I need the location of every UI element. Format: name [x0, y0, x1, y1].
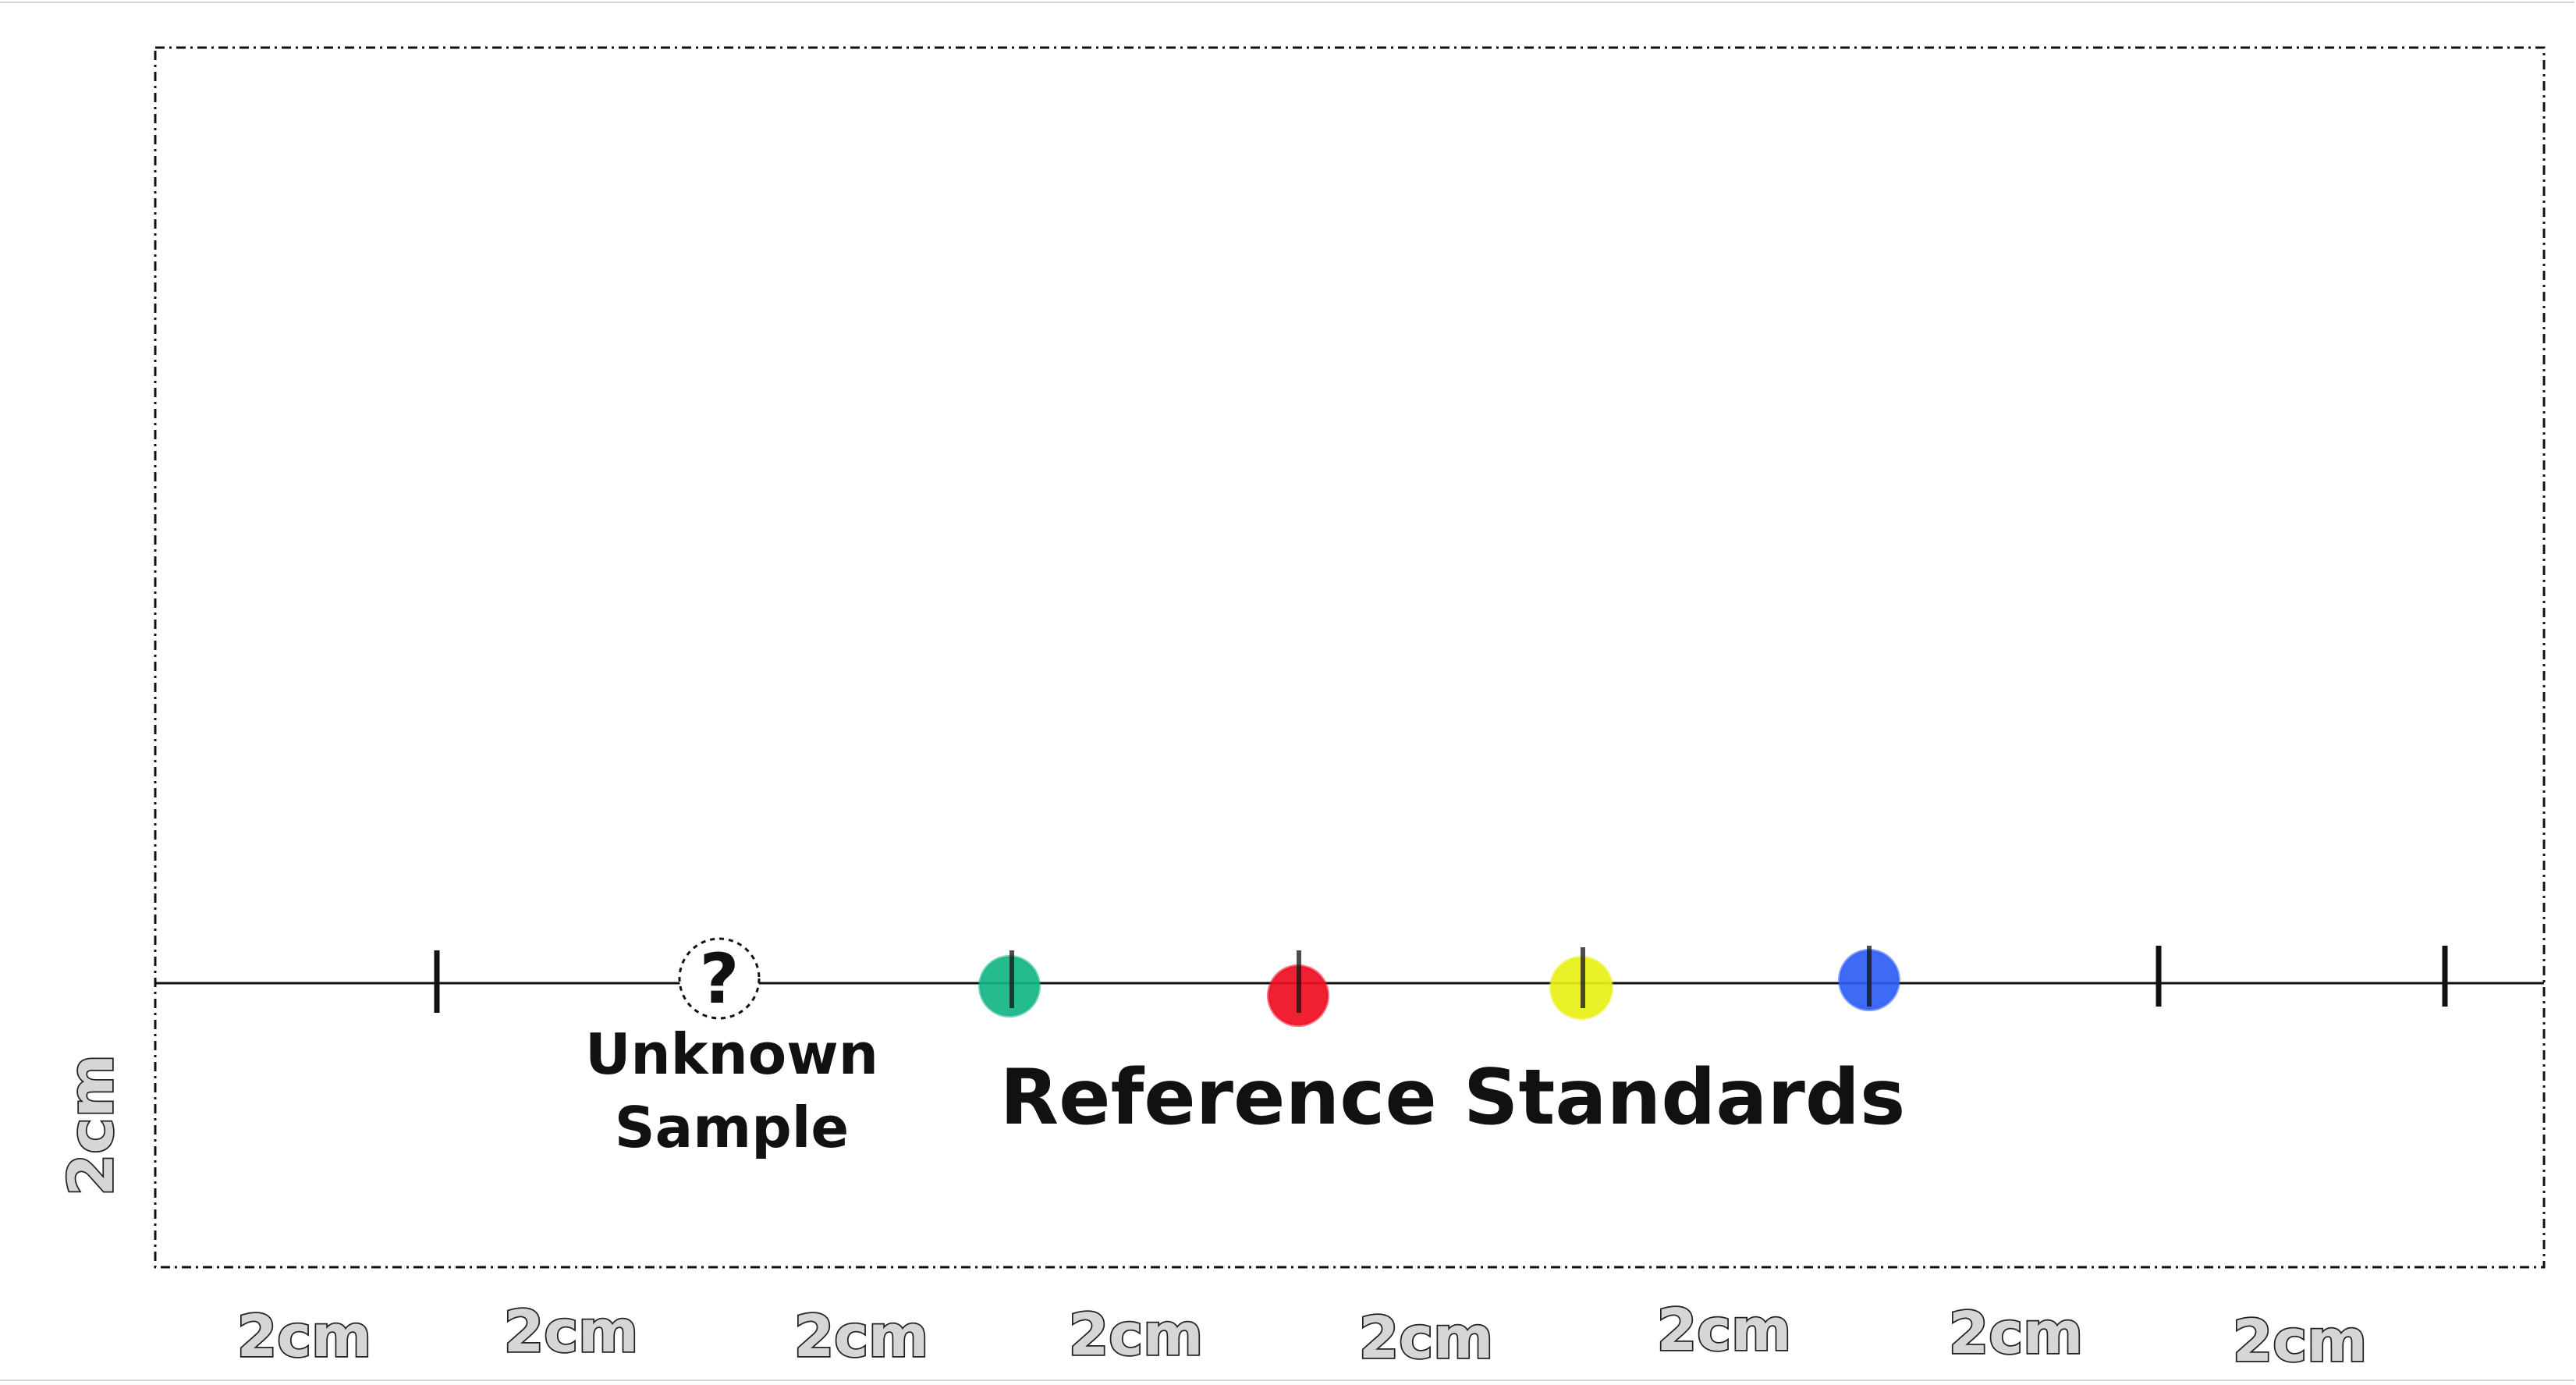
horizontal-spacing-label: 2cm: [504, 1298, 638, 1365]
unknown-sample-spot: [678, 937, 761, 1020]
reference-standards-label: Reference Standards: [1000, 1053, 1906, 1142]
horizontal-spacing-label: 2cm: [2233, 1308, 2367, 1375]
horizontal-spacing-label: 2cm: [1657, 1297, 1791, 1364]
unknown-sample-label-line1: Unknown: [585, 1021, 878, 1087]
horizontal-spacing-label: 2cm: [1069, 1302, 1203, 1369]
unknown-sample-label-line2: Sample: [615, 1095, 850, 1160]
horizontal-spacing-label: 2cm: [1949, 1300, 2083, 1367]
horizontal-spacing-label: 2cm: [794, 1303, 928, 1370]
horizontal-spacing-label: 2cm: [1359, 1305, 1493, 1372]
reference-spots: [978, 946, 1900, 1027]
vertical-spacing-label: 2cm: [57, 1054, 127, 1196]
plate-frame: [154, 46, 2546, 1269]
horizontal-spacing-label: 2cm: [237, 1303, 371, 1370]
horizontal-spacing-labels: 2cm 2cm 2cm 2cm 2cm 2cm 2cm 2cm: [236, 1295, 2368, 1376]
unknown-sample-symbol: ?: [699, 939, 739, 1019]
